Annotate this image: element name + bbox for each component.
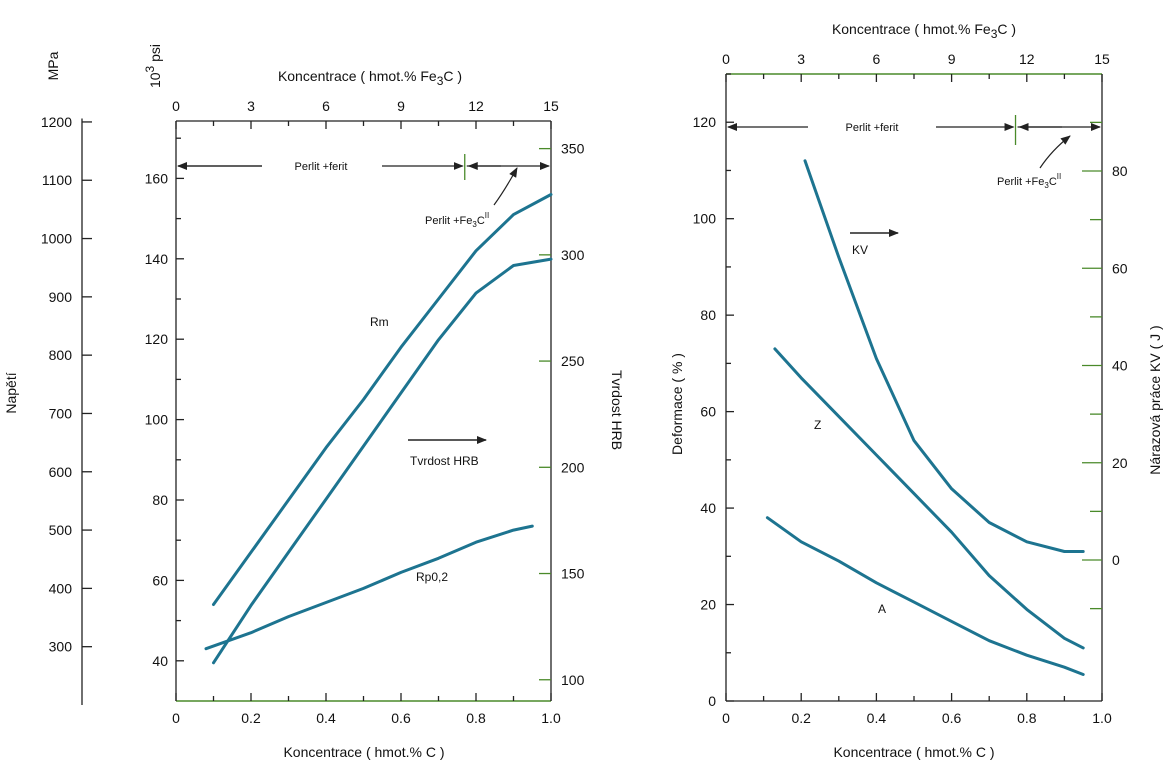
left-x-tick-label: 0.8: [466, 710, 486, 726]
left-x-top-tick-label: 0: [172, 98, 180, 114]
left-chart-axes: [81, 118, 552, 705]
left-y-mpa-tick-label: 600: [49, 464, 73, 480]
right-y-kv-tick-label: 60: [1112, 260, 1128, 276]
right-kv-arrow-label: KV: [852, 243, 868, 257]
right-y-right-label: Nárazová práce KV ( J ): [1147, 325, 1163, 474]
left-y-hrb-tick-label: 300: [561, 247, 585, 263]
right-x-top-tick-label: 12: [1019, 51, 1035, 67]
right-series-line-z: [773, 347, 1085, 650]
right-x-tick-label: 0.6: [942, 710, 962, 726]
left-y-right-label: Tvrdost HRB: [609, 370, 625, 450]
right-series-line-a: [765, 516, 1085, 676]
right-chart: 0 0.2 0.4 0.6 0.8 1.0 0 3 6 9 12 15 0 20 40 60 80 100 120 0…: [669, 21, 1163, 760]
right-y-kv-tick-label: 40: [1112, 358, 1128, 374]
left-x-top-tick-label: 6: [322, 98, 330, 114]
left-x-tick-label: 0.6: [391, 710, 411, 726]
left-y-psi-tick-label: 140: [145, 251, 169, 267]
left-rm-label: Rm: [370, 315, 389, 329]
right-y-left-tick-label: 80: [700, 307, 716, 323]
right-series-line-kv: [803, 159, 1085, 553]
right-x-top-tick-label: 9: [948, 51, 956, 67]
left-x-top-tick-label: 12: [468, 98, 484, 114]
left-y-mpa-label: Napětí: [3, 372, 19, 413]
left-y-mpa-tick-label: 800: [49, 347, 73, 363]
right-x-tick-label: 0.2: [791, 710, 811, 726]
left-y-mpa-tick-label: 1100: [42, 172, 72, 188]
left-y-mpa-tick-label: 400: [49, 580, 73, 596]
left-y-mpa-tick-label: 1200: [41, 114, 72, 130]
right-y-kv-tick-label: 0: [1112, 552, 1120, 568]
right-z-label: Z: [814, 418, 821, 432]
left-y-mpa-tick-label: 500: [49, 522, 73, 538]
right-y-left-label: Deformace ( % ): [669, 353, 685, 455]
right-y-left-tick-label: 60: [700, 404, 716, 420]
right-y-left-tick-label: 100: [693, 211, 717, 227]
left-series-line-tvrdost-hrb: [212, 257, 553, 665]
left-rp-label: Rp0,2: [416, 570, 448, 584]
left-y-hrb-tick-label: 350: [561, 141, 585, 157]
left-chart: 0 0.2 0.4 0.6 0.8 1.0 0 3 6 9 12 15 40 60 80 100 120 140 1…: [3, 44, 625, 760]
left-y-mpa-tick-label: 700: [49, 405, 73, 421]
left-chart-tick-labels: 0 0.2 0.4 0.6 0.8 1.0 0 3 6 9 12 15 40 60 80 100 120 140 1…: [41, 98, 585, 726]
left-y-psi-tick-label: 120: [145, 331, 169, 347]
left-phase-label-perlit-fe3c: Perlit +Fe3CII: [425, 211, 489, 229]
right-y-left-tick-label: 0: [708, 693, 716, 709]
right-x-tick-label: 0.8: [1017, 710, 1037, 726]
right-chart-axes: [725, 73, 1103, 702]
left-x-top-tick-label: 9: [397, 98, 405, 114]
left-series-line-rp0-2: [204, 524, 534, 651]
left-x-tick-label: 0.2: [241, 710, 261, 726]
right-x-top-tick-label: 15: [1094, 51, 1110, 67]
right-x-top-tick-label: 0: [722, 51, 730, 67]
right-y-left-tick-label: 120: [693, 114, 717, 130]
left-x-top-axis-label: Koncentrace ( hmot.% Fe3C ): [278, 68, 462, 88]
left-y-mpa-tick-label: 300: [49, 639, 73, 655]
left-y-psi-tick-label: 160: [145, 170, 169, 186]
left-x-top-tick-label: 3: [247, 98, 255, 114]
left-y-hrb-tick-label: 250: [561, 353, 585, 369]
right-chart-tick-labels: 0 0.2 0.4 0.6 0.8 1.0 0 3 6 9 12 15 0 20 40 60 80 100 120 0…: [693, 51, 1128, 726]
right-x-tick-label: 0: [722, 710, 730, 726]
left-x-tick-label: 0: [172, 710, 180, 726]
left-y-mpa-unit: MPa: [45, 51, 61, 80]
left-y-psi-tick-label: 40: [152, 653, 168, 669]
right-x-tick-label: 1.0: [1092, 710, 1112, 726]
right-x-axis-label: Koncentrace ( hmot.% C ): [833, 744, 994, 760]
left-phase-pointer: [493, 167, 518, 206]
left-y-mpa-tick-label: 1000: [41, 231, 72, 247]
left-y-psi-tick-label: 60: [152, 572, 168, 588]
left-x-tick-label: 0.4: [316, 710, 336, 726]
right-phase-label-perlit-ferit: Perlit +ferit: [846, 122, 899, 134]
left-y-mpa-tick-label: 900: [49, 289, 73, 305]
left-y-hrb-tick-label: 150: [561, 566, 585, 582]
right-y-left-tick-label: 20: [700, 597, 716, 613]
right-y-kv-tick-label: 80: [1112, 163, 1128, 179]
right-chart-series: [765, 159, 1085, 676]
right-y-left-tick-label: 40: [700, 500, 716, 516]
left-y-psi-tick-label: 80: [152, 492, 168, 508]
right-x-top-tick-label: 3: [797, 51, 805, 67]
left-x-tick-label: 1.0: [541, 710, 561, 726]
left-y-hrb-tick-label: 200: [561, 459, 585, 475]
left-y-hrb-tick-label: 100: [561, 672, 585, 688]
left-phase-label-perlit-ferit: Perlit +ferit: [295, 161, 348, 173]
right-x-top-tick-label: 6: [873, 51, 881, 67]
left-x-axis-label: Koncentrace ( hmot.% C ): [283, 744, 444, 760]
left-x-top-tick-label: 15: [543, 98, 559, 114]
right-x-tick-label: 0.4: [867, 710, 887, 726]
left-y-psi-tick-label: 100: [145, 412, 169, 428]
right-phase-pointer: [1039, 135, 1071, 169]
right-a-label: A: [878, 602, 886, 616]
right-phase-label-perlit-fe3c: Perlit +Fe3CII: [997, 172, 1061, 190]
left-chart-series: [204, 193, 553, 665]
left-series-line-rm: [212, 193, 553, 606]
left-y-psi-unit: 103 psi: [143, 44, 163, 88]
right-y-kv-tick-label: 20: [1112, 455, 1128, 471]
left-hrb-arrow-label: Tvrdost HRB: [410, 454, 479, 468]
right-x-top-axis-label: Koncentrace ( hmot.% Fe3C ): [832, 21, 1016, 41]
